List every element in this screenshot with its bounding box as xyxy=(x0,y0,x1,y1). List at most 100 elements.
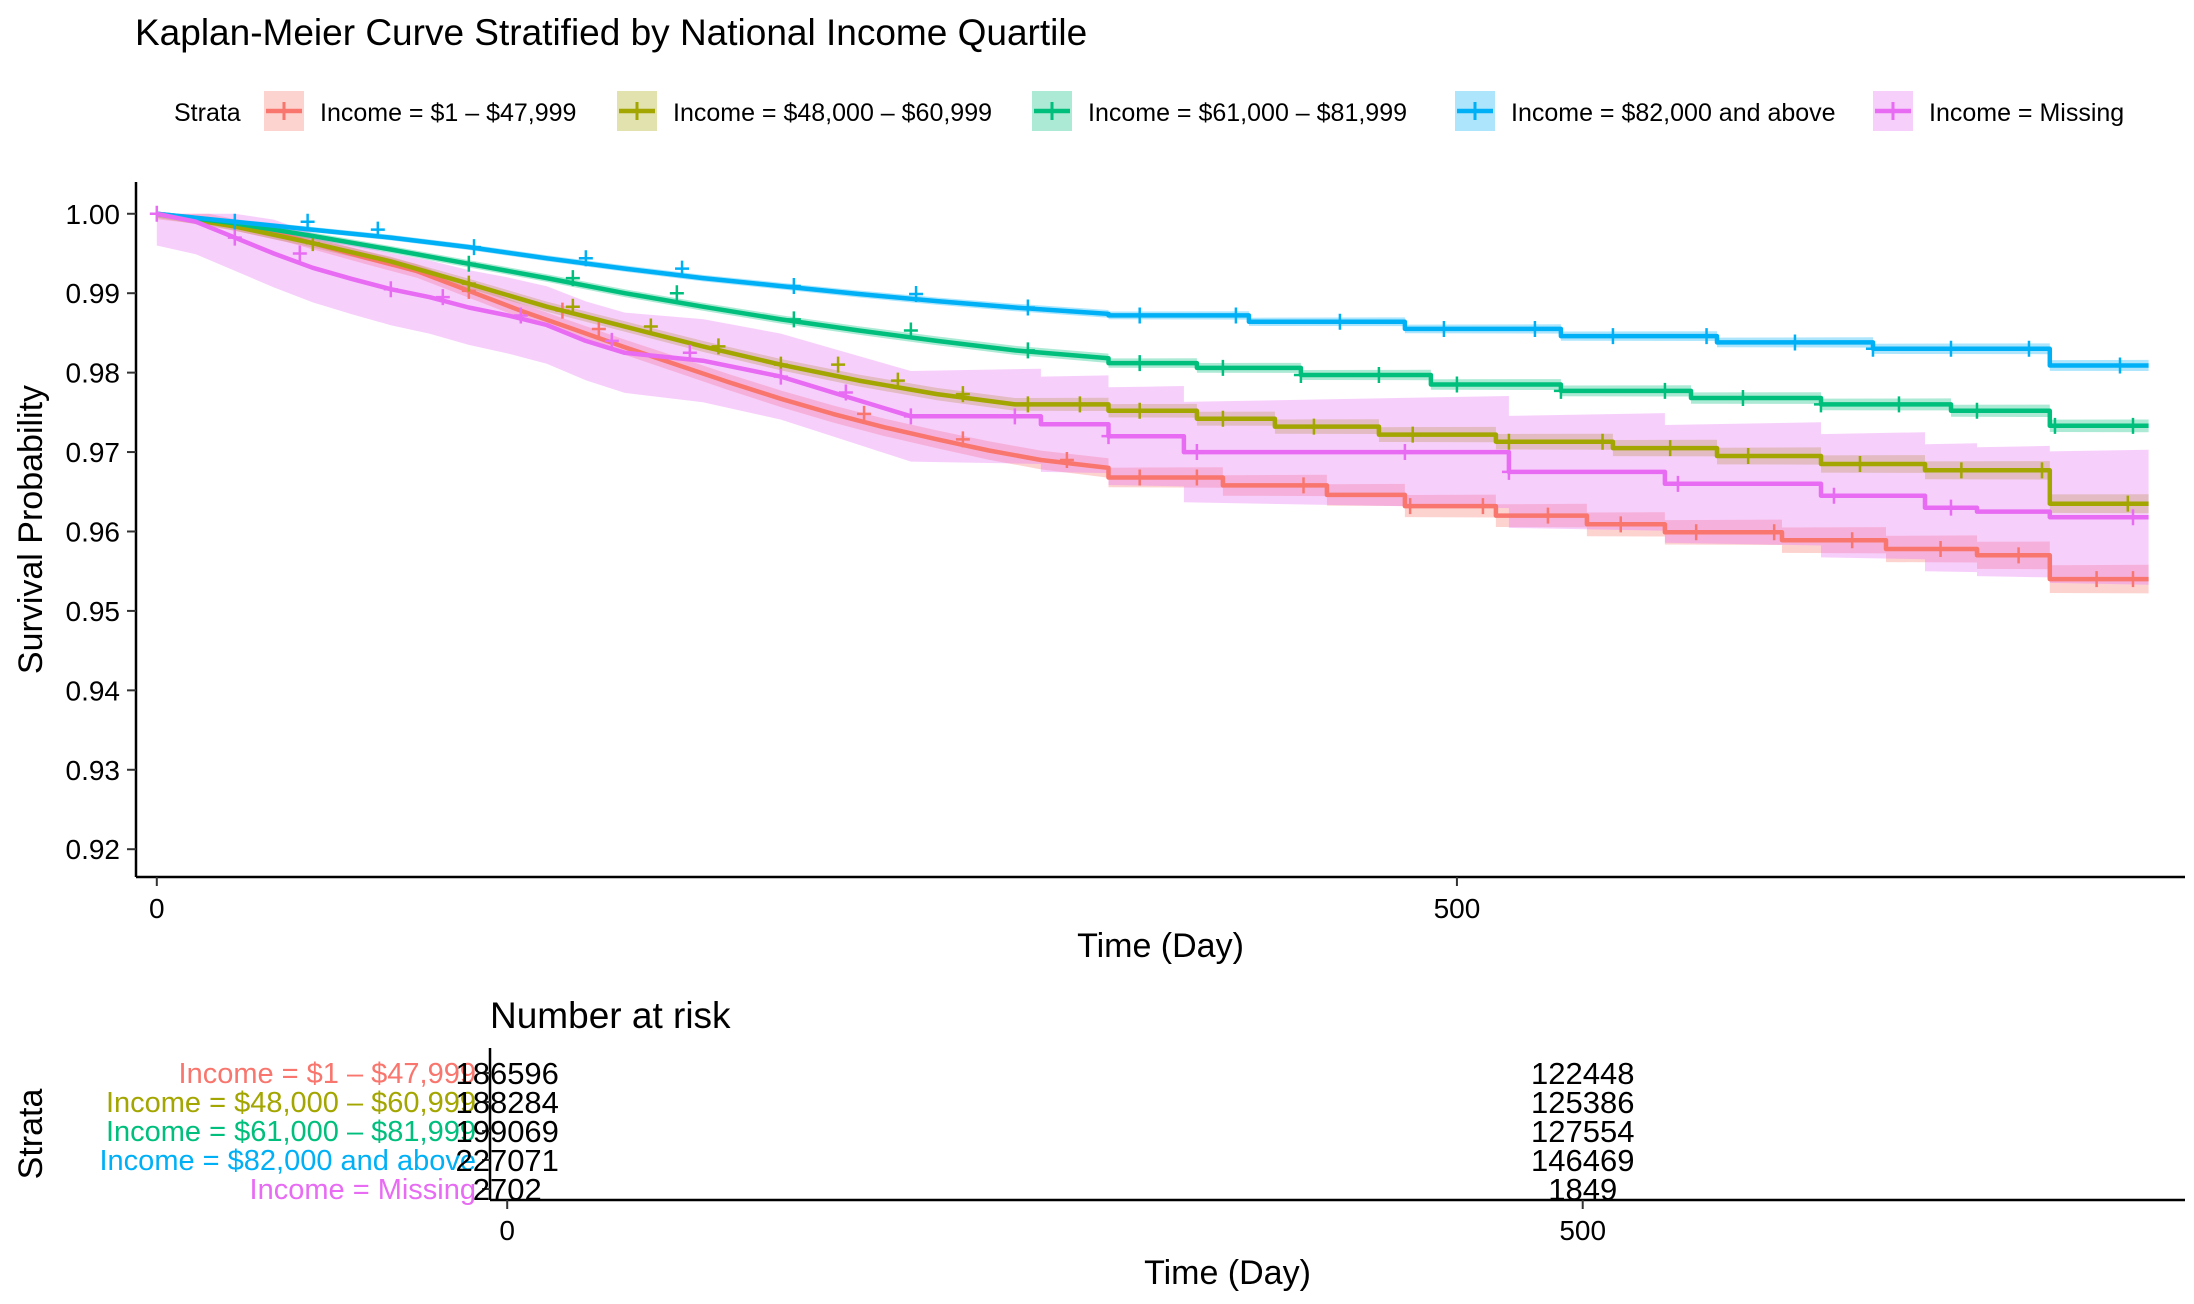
x-axis-title: Time (Day) xyxy=(1077,927,1244,965)
censor-mark xyxy=(1657,382,1672,399)
censor-mark xyxy=(1943,499,1958,516)
censor-mark xyxy=(2125,571,2140,588)
censor-mark xyxy=(1826,487,1841,504)
risk-row-label-income-1-47-999: Income = $1 – $47,999 xyxy=(179,1058,476,1090)
censor-mark xyxy=(831,356,846,373)
censor-mark xyxy=(467,239,482,256)
censor-mark xyxy=(675,260,690,277)
risk-x-axis-title: Time (Day) xyxy=(1144,1254,1311,1292)
censor-mark xyxy=(1072,396,1087,413)
censor-mark xyxy=(1891,396,1906,413)
censor-mark xyxy=(1527,320,1542,337)
x-tick-label: 0 xyxy=(149,893,165,924)
x-tick-label: 500 xyxy=(1434,893,1481,924)
censor-mark xyxy=(1933,540,1948,557)
censor-mark xyxy=(1296,477,1311,494)
censor-mark xyxy=(2011,547,2026,564)
censor-mark xyxy=(1405,426,1420,443)
y-tick-label: 0.92 xyxy=(66,834,121,865)
censor-mark xyxy=(903,408,918,425)
censor-mark xyxy=(1215,410,1230,427)
legend: Strata Income = $1 – $47,999 Income = $48,… xyxy=(174,91,2124,131)
censor-mark xyxy=(903,322,918,339)
censor-mark xyxy=(1132,402,1147,419)
legend-label-income-missing: Income = Missing xyxy=(1929,99,2124,127)
censor-mark xyxy=(435,289,450,306)
censor-mark xyxy=(1020,396,1035,413)
censor-mark xyxy=(643,318,658,335)
censor-mark xyxy=(890,372,905,389)
risk-row-label-income-61-000-81-999: Income = $61,000 – $81,999 xyxy=(106,1116,476,1148)
censor-mark xyxy=(1397,444,1412,461)
legend-label-income-61-000-81-999: Income = $61,000 – $81,999 xyxy=(1088,99,1407,127)
censor-mark xyxy=(565,270,580,287)
censor-mark xyxy=(513,307,528,324)
survival-line-income-missing xyxy=(156,211,2149,520)
risk-value: 199069 xyxy=(455,1114,558,1149)
censor-mark xyxy=(1132,469,1147,486)
censor-mark xyxy=(2112,357,2127,374)
censor-mark xyxy=(300,213,315,230)
y-axis-title: Survival Probability xyxy=(12,385,50,674)
censor-mark xyxy=(604,332,619,349)
censor-mark xyxy=(227,229,242,246)
censor-mark xyxy=(2120,495,2135,512)
censor-mark xyxy=(1741,448,1756,465)
censor-mark xyxy=(1189,469,1204,486)
censor-mark xyxy=(2125,509,2140,526)
censor-mark xyxy=(383,281,398,298)
censor-mark xyxy=(1670,475,1685,492)
censor-mark xyxy=(1059,452,1074,468)
risk-y-axis-title: Strata xyxy=(12,1089,50,1180)
censor-mark xyxy=(1007,408,1022,425)
censor-mark xyxy=(682,344,697,361)
risk-value: 227071 xyxy=(455,1143,558,1178)
survival-line-income-82-000-and-above xyxy=(156,211,2149,368)
censor-mark xyxy=(292,245,307,262)
legend-label-income-1-47-999: Income = $1 – $47,999 xyxy=(320,99,576,127)
y-tick-label: 0.99 xyxy=(66,278,121,309)
censor-mark xyxy=(1595,433,1610,450)
risk-value: 146469 xyxy=(1531,1143,1634,1178)
censor-mark xyxy=(149,205,164,222)
censor-mark xyxy=(370,221,385,238)
censor-mark xyxy=(1501,433,1516,450)
censor-mark xyxy=(591,320,606,337)
censor-mark xyxy=(1132,355,1147,372)
censor-mark xyxy=(1403,498,1418,515)
censor-mark xyxy=(1943,340,1958,357)
censor-mark xyxy=(838,384,853,401)
censor-mark xyxy=(461,275,476,292)
censor-mark xyxy=(1436,320,1451,337)
y-tick-label: 1.00 xyxy=(66,199,121,230)
censor-mark xyxy=(1787,334,1802,351)
censor-mark xyxy=(461,255,476,272)
y-tick-label: 0.97 xyxy=(66,437,121,468)
confidence-band-income-82-000-and-above xyxy=(156,213,2149,371)
censor-mark xyxy=(857,405,872,422)
legend-label-income-82-000-and-above: Income = $82,000 and above xyxy=(1511,99,1836,127)
y-tick-label: 0.96 xyxy=(66,516,121,547)
censor-mark xyxy=(1605,328,1620,345)
legend-label-income-48-000-60-999: Income = $48,000 – $60,999 xyxy=(673,99,992,127)
censor-mark xyxy=(1613,516,1628,533)
censor-mark xyxy=(711,338,726,355)
censor-mark xyxy=(578,250,593,267)
censor-mark xyxy=(1865,340,1880,357)
censor-mark xyxy=(1699,328,1714,345)
censor-mark xyxy=(1663,440,1678,457)
risk-x-tick-label: 0 xyxy=(499,1215,515,1246)
censor-mark xyxy=(2125,417,2140,434)
censor-mark xyxy=(1332,313,1347,330)
censor-mark xyxy=(1228,307,1243,324)
risk-table: Number at risk Income = $1 – $47,99918659… xyxy=(12,995,2185,1292)
y-tick-label: 0.93 xyxy=(66,755,121,786)
censor-mark xyxy=(1189,444,1204,461)
y-tick-label: 0.95 xyxy=(66,596,121,627)
censor-mark xyxy=(1306,418,1321,435)
censor-mark xyxy=(1215,359,1230,376)
censor-mark xyxy=(1020,342,1035,359)
censor-mark xyxy=(1845,532,1860,549)
risk-x-tick-label: 500 xyxy=(1559,1215,1606,1246)
